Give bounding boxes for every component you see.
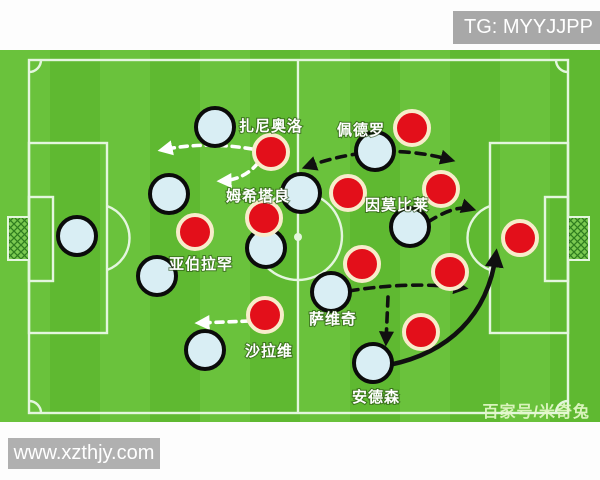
left-goal bbox=[7, 216, 30, 261]
movement-arrow bbox=[386, 248, 504, 368]
player-red[interactable] bbox=[245, 199, 283, 237]
player-red[interactable] bbox=[393, 109, 431, 147]
player-red[interactable] bbox=[329, 174, 367, 212]
movement-arrow bbox=[378, 295, 395, 347]
players bbox=[56, 106, 539, 384]
player-red[interactable] bbox=[431, 253, 469, 291]
movement-arrow bbox=[194, 315, 251, 331]
corner-arc bbox=[554, 59, 569, 74]
player-label: 佩德罗 bbox=[337, 121, 385, 139]
telegram-watermark: TG: MYYJJPP bbox=[453, 11, 600, 44]
player-blue[interactable] bbox=[148, 173, 190, 215]
player-blue[interactable] bbox=[389, 206, 431, 248]
website-watermark: www.xzthjy.com bbox=[8, 438, 160, 469]
player-blue[interactable] bbox=[352, 342, 394, 384]
player-blue[interactable] bbox=[56, 215, 98, 257]
player-red[interactable] bbox=[402, 313, 440, 351]
player-label: 亚伯拉罕 bbox=[169, 255, 233, 273]
player-label: 萨维奇 bbox=[309, 310, 357, 328]
player-blue[interactable] bbox=[184, 329, 226, 371]
player-red[interactable] bbox=[422, 170, 460, 208]
movement-arrow bbox=[301, 149, 456, 171]
player-blue[interactable] bbox=[310, 271, 352, 313]
center-spot bbox=[294, 233, 302, 241]
player-blue[interactable] bbox=[194, 106, 236, 148]
player-red[interactable] bbox=[246, 296, 284, 334]
right-goal bbox=[567, 216, 590, 261]
movement-arrow bbox=[216, 161, 260, 189]
player-label: 姆希塔良 bbox=[226, 187, 290, 205]
player-label: 安德森 bbox=[352, 388, 400, 406]
movement-arrow bbox=[426, 198, 477, 224]
corner-arc bbox=[28, 59, 43, 74]
player-red[interactable] bbox=[343, 245, 381, 283]
corner-arc bbox=[554, 399, 569, 414]
pitch-lines bbox=[7, 58, 590, 415]
player-blue[interactable] bbox=[280, 172, 322, 214]
author-credit-watermark: 百家号/米奇兔 bbox=[482, 404, 590, 421]
player-blue[interactable] bbox=[354, 130, 396, 172]
player-red[interactable] bbox=[501, 219, 539, 257]
player-red[interactable] bbox=[252, 133, 290, 171]
left-penalty-arc bbox=[106, 204, 131, 272]
player-label: 扎尼奥洛 bbox=[239, 117, 303, 135]
corner-arc bbox=[28, 399, 43, 414]
right-penalty-arc bbox=[466, 204, 491, 272]
player-red[interactable] bbox=[176, 213, 214, 251]
player-label: 因莫比莱 bbox=[365, 196, 429, 214]
player-label: 沙拉维 bbox=[245, 342, 293, 360]
player-blue[interactable] bbox=[136, 255, 178, 297]
